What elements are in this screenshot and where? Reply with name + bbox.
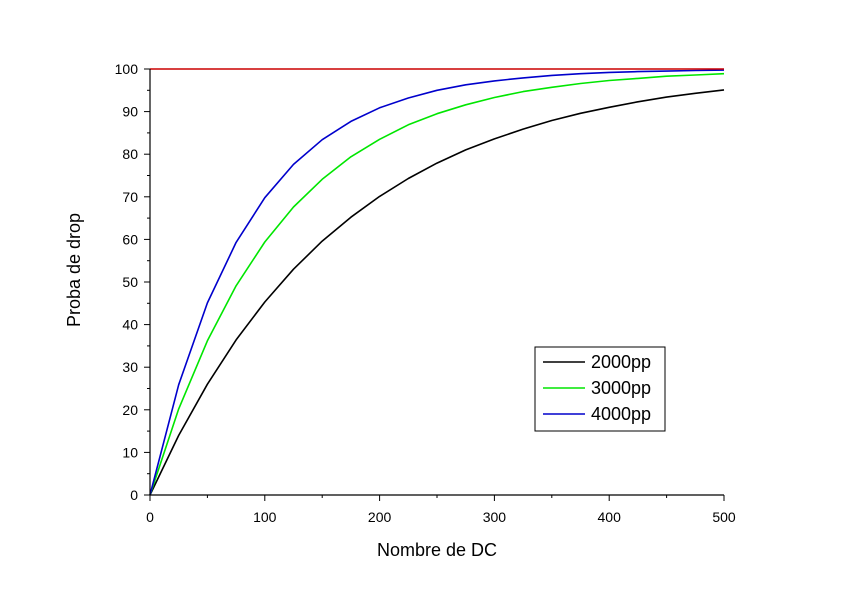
series-layer (149, 68, 725, 496)
x-tick-label: 300 (483, 509, 507, 525)
legend-label: 2000pp (591, 352, 651, 372)
y-tick-label: 50 (122, 274, 138, 290)
y-tick-label: 90 (122, 104, 138, 120)
y-tick-label: 30 (122, 359, 138, 375)
series-line-3000pp (149, 72, 725, 496)
y-tick-label: 60 (122, 231, 138, 247)
series-line-2000pp (149, 89, 725, 496)
x-tick-label: 500 (712, 509, 736, 525)
y-tick-label: 40 (122, 317, 138, 333)
y-tick-label: 0 (130, 487, 138, 503)
y-tick-label: 20 (122, 402, 138, 418)
y-axis-title: Proba de drop (64, 213, 84, 327)
legend-box (534, 346, 666, 432)
y-tick-label: 80 (122, 146, 138, 162)
legend: 2000pp 3000pp 4000pp (534, 346, 666, 432)
x-tick-label: 100 (253, 509, 277, 525)
y-tick-label: 70 (122, 189, 138, 205)
series-line-4000pp (149, 69, 725, 496)
x-axis: 0 100 200 300 400 500 (146, 495, 736, 525)
legend-label: 3000pp (591, 378, 651, 398)
x-tick-label: 0 (146, 509, 154, 525)
y-tick-label: 10 (122, 444, 138, 460)
x-tick-label: 200 (368, 509, 392, 525)
x-axis-title: Nombre de DC (377, 540, 497, 560)
x-tick-label: 400 (598, 509, 622, 525)
y-tick-label: 100 (115, 61, 139, 77)
legend-label: 4000pp (591, 404, 651, 424)
y-axis: 0 10 20 30 40 50 60 70 80 90 100 (115, 61, 150, 503)
